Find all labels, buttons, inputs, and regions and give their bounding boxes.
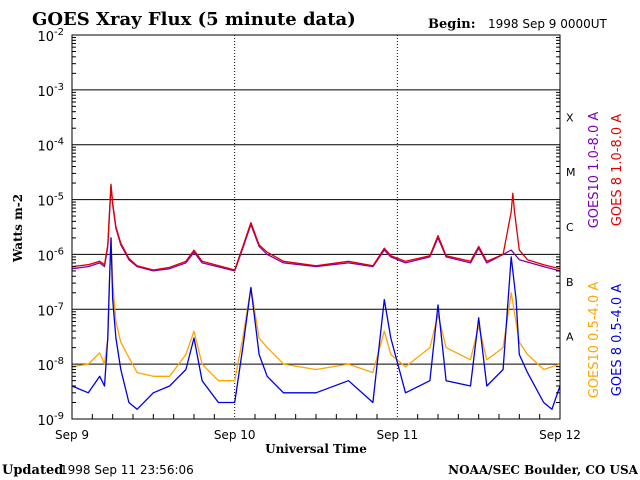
chart-title: GOES Xray Flux (5 minute data) [32,9,356,30]
x-axis-label: Universal Time [265,442,367,456]
legend-entry: GOES 8 0.5-4.0 A [610,284,625,396]
credit-label: NOAA/SEC Boulder, CO USA [448,463,639,477]
y-tick-label: 10-2 [37,27,64,45]
legend-entry: GOES10 1.0-8.0 A [587,112,602,229]
x-tick-label: Sep 9 [55,428,89,442]
x-axis-ticks: Sep 9 Sep 10 Sep 11 Sep 12 [55,414,581,442]
x-tick-label: Sep 10 [214,428,256,442]
series-line-3 [71,237,561,410]
y-tick-label: 10-6 [37,246,64,264]
flare-class-label: C [566,221,574,234]
legend-entry: GOES10 0.5-4.0 A [587,282,602,399]
flare-class-label: X [566,111,574,124]
x-tick-label: Sep 11 [376,428,418,442]
flare-class-labels: X M C B A [566,111,576,343]
series-line-1 [71,183,561,271]
x-tick-label: Sep 12 [539,428,581,442]
y-axis-ticks: 10-2 10-3 10-4 10-5 10-6 10-7 10-8 10-9 [37,27,560,429]
begin-value: 1998 Sep 9 0000UT [488,17,608,31]
y-axis-label: Watts m-2 [11,194,25,263]
y-tick-label: 10-3 [37,82,64,100]
grid [72,34,560,420]
legend: GOES10 1.0-8.0 A GOES 8 1.0-8.0 A GOES10 0… [587,112,625,399]
updated-value: 1998 Sep 11 23:56:06 [60,463,194,477]
y-tick-label: 10-5 [37,192,64,210]
flare-class-label: A [566,331,574,344]
y-tick-label: 10-4 [37,137,64,155]
y-tick-label: 10-8 [37,356,64,374]
legend-entry: GOES 8 1.0-8.0 A [610,114,625,226]
begin-label: Begin: [428,17,476,32]
updated-label: Updated [2,463,63,478]
flare-class-label: M [566,166,576,179]
plot-frame [71,34,561,420]
flare-class-label: B [566,276,574,289]
y-tick-label: 10-7 [37,301,64,319]
series-lines [71,183,561,410]
y-tick-label: 10-9 [37,411,64,429]
